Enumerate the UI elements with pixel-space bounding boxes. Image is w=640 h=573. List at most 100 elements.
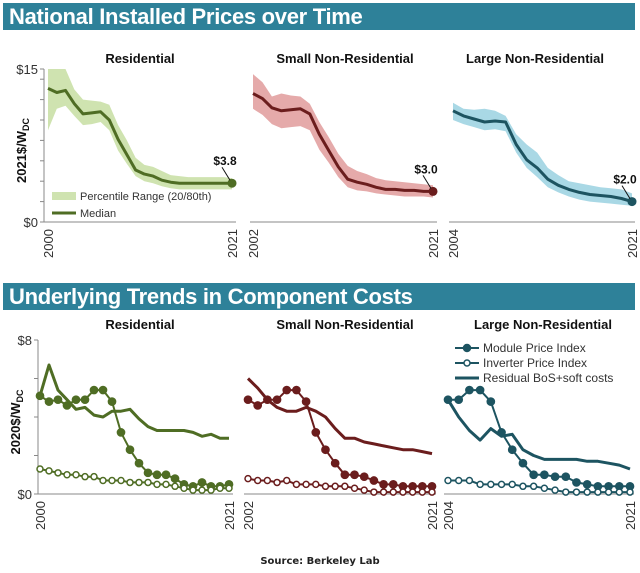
inverter-price-point bbox=[399, 488, 407, 496]
module-price-point bbox=[350, 470, 359, 480]
inverter-price-point bbox=[379, 488, 388, 496]
module-price-point bbox=[89, 385, 99, 395]
module-price-point bbox=[550, 472, 560, 482]
x-tick-label: 2021 bbox=[222, 501, 237, 530]
inverter-price-point bbox=[45, 467, 53, 475]
module-price-point bbox=[116, 428, 126, 437]
y-axis-label: 2021$/WDC bbox=[14, 117, 31, 183]
legend-label: Median bbox=[80, 208, 116, 220]
inverter-price-point bbox=[144, 478, 152, 487]
legend-label: Inverter Price Index bbox=[483, 356, 587, 370]
inverter-price-point bbox=[216, 484, 224, 492]
module-price-point bbox=[475, 385, 485, 395]
inverter-price-point bbox=[389, 488, 398, 496]
inverter-price-point bbox=[263, 476, 272, 485]
module-price-point bbox=[125, 445, 135, 455]
inverter-price-point bbox=[36, 465, 44, 473]
inverter-price-point bbox=[604, 488, 613, 496]
annotation-leader bbox=[221, 166, 231, 181]
inverter-price-point bbox=[519, 482, 527, 491]
endpoint-marker bbox=[627, 197, 637, 207]
series-line-residual-bos-soft-costs bbox=[38, 363, 229, 440]
section-header-installed-prices: National Installed Prices over Time bbox=[3, 3, 635, 30]
endpoint-marker bbox=[428, 186, 438, 196]
module-price-point bbox=[465, 385, 474, 395]
module-price-point bbox=[134, 458, 144, 468]
y-axis-label-main: 2020$/W bbox=[8, 402, 23, 455]
source-note: Source: Berkeley Lab bbox=[260, 556, 380, 567]
module-price-point bbox=[301, 397, 311, 406]
module-price-point bbox=[561, 472, 571, 482]
inverter-price-point bbox=[282, 476, 291, 485]
legend-label: Residual BoS+soft costs bbox=[483, 371, 613, 385]
series-line-module-price-index bbox=[448, 389, 630, 488]
module-price-point bbox=[243, 395, 253, 405]
y-tick-label: $0 bbox=[24, 215, 38, 230]
module-price-point bbox=[152, 470, 162, 480]
module-price-point bbox=[582, 480, 592, 489]
chart-title: Residential bbox=[105, 317, 174, 332]
chart-title: Residential bbox=[105, 51, 174, 66]
module-price-point bbox=[44, 397, 54, 406]
x-tick-label: 2021 bbox=[623, 501, 638, 530]
x-tick-label: 2002 bbox=[246, 229, 261, 258]
inverter-price-point bbox=[487, 480, 495, 489]
legend-swatch-band bbox=[52, 192, 76, 200]
x-tick-label: 2021 bbox=[225, 229, 240, 258]
inverter-price-point bbox=[90, 472, 98, 481]
inverter-price-point bbox=[562, 488, 570, 496]
inverter-price-point bbox=[81, 472, 89, 481]
module-price-point bbox=[71, 395, 81, 405]
inverter-price-point bbox=[408, 488, 417, 496]
inverter-price-point bbox=[341, 482, 349, 491]
inverter-price-point bbox=[370, 488, 378, 496]
series-line-residual-bos-soft-costs bbox=[446, 398, 631, 471]
inverter-price-point bbox=[444, 476, 452, 485]
median-line bbox=[452, 109, 633, 204]
x-tick-label: 2004 bbox=[446, 229, 461, 258]
module-price-point bbox=[272, 395, 282, 405]
inverter-price-point bbox=[108, 476, 116, 485]
inverter-price-point bbox=[418, 488, 427, 496]
inverter-price-point bbox=[302, 480, 310, 489]
module-price-point bbox=[507, 445, 517, 455]
x-tick-label: 2000 bbox=[41, 229, 56, 258]
inverter-price-point bbox=[180, 484, 188, 492]
annotation-label: $2.0 bbox=[613, 173, 637, 187]
y-axis-label-subscript: DC bbox=[21, 117, 31, 130]
inverter-price-point bbox=[253, 476, 262, 485]
section-header-component-costs: Underlying Trends in Component Costs bbox=[3, 283, 635, 310]
y-tick-label: $15 bbox=[16, 62, 38, 77]
inverter-price-point bbox=[594, 488, 602, 496]
inverter-price-point bbox=[153, 480, 161, 489]
series-line-inverter-price-index bbox=[39, 468, 229, 492]
inverter-price-point bbox=[162, 480, 170, 489]
inverter-price-point bbox=[428, 488, 436, 496]
inverter-price-point bbox=[529, 482, 538, 491]
x-tick-label: 2000 bbox=[33, 501, 48, 530]
x-tick-label: 2002 bbox=[241, 501, 256, 530]
inverter-price-point bbox=[350, 484, 359, 492]
inverter-price-point bbox=[54, 469, 62, 477]
inverter-price-point bbox=[99, 476, 107, 485]
module-price-point bbox=[454, 395, 464, 405]
module-price-point bbox=[197, 478, 207, 487]
median-line bbox=[47, 87, 232, 185]
module-price-point bbox=[379, 480, 388, 489]
x-tick-label: 2004 bbox=[441, 501, 456, 530]
inverter-price-point bbox=[117, 476, 125, 485]
inverter-price-point bbox=[273, 478, 281, 487]
module-price-point bbox=[340, 470, 350, 480]
inverter-price-point bbox=[465, 476, 474, 485]
module-price-point bbox=[98, 385, 108, 395]
inverter-price-point bbox=[225, 484, 233, 492]
chart-title: Large Non-Residential bbox=[474, 317, 612, 332]
inverter-price-point bbox=[189, 486, 197, 494]
module-price-point bbox=[107, 397, 117, 406]
module-price-point bbox=[359, 472, 369, 482]
module-price-point bbox=[388, 480, 398, 489]
inverter-price-point bbox=[454, 476, 463, 485]
legend-label: Module Price Index bbox=[483, 341, 586, 355]
inverter-price-point bbox=[331, 482, 339, 491]
